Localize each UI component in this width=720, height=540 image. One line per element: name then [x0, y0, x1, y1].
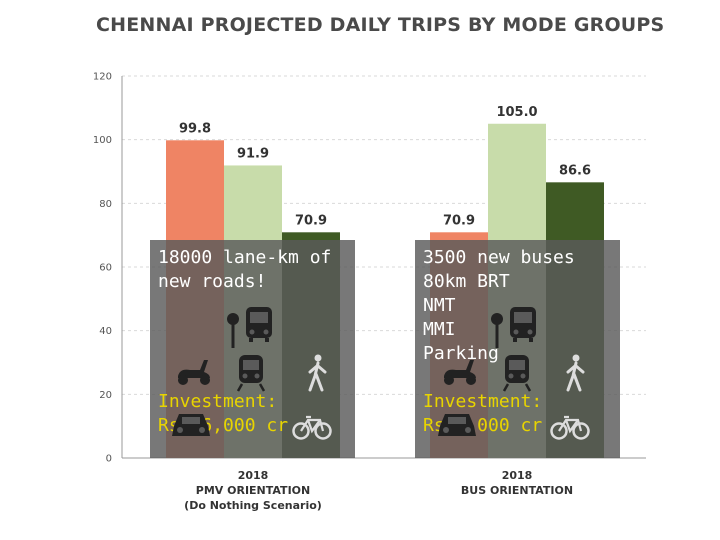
y-tick-label: 100	[93, 135, 112, 146]
data-label: 91.9	[237, 146, 269, 161]
right-annotation-line-4: MMI	[423, 319, 456, 340]
category-label: 2018	[502, 469, 533, 482]
left-annotation-box: 18000 lane-km of new roads! Investment: …	[150, 240, 355, 458]
left-annotation-line-2: new roads!	[158, 271, 267, 292]
pedestrian-icon	[566, 354, 585, 392]
car-icon	[172, 414, 210, 436]
right-investment-label: Investment:	[423, 391, 543, 412]
data-label: 70.9	[443, 213, 475, 228]
data-label: 105.0	[496, 105, 537, 120]
category-label: BUS ORIENTATION	[461, 484, 573, 497]
y-tick-label: 60	[99, 263, 112, 274]
train-icon	[502, 355, 532, 392]
right-annotation-line-1: 3500 new buses	[423, 247, 575, 268]
data-label: 99.8	[179, 121, 211, 136]
y-tick-label: 120	[93, 72, 112, 83]
data-label: 86.6	[559, 163, 591, 178]
data-label: 70.9	[295, 213, 327, 228]
bus-icon	[510, 307, 536, 342]
bicycle-icon	[550, 415, 590, 440]
pedestrian-icon	[308, 354, 327, 392]
bicycle-icon	[292, 415, 332, 440]
bus-icon	[246, 307, 272, 342]
category-label: 2018	[238, 469, 269, 482]
bus-stop-icon	[227, 313, 239, 348]
y-tick-label: 80	[99, 199, 112, 210]
chart-title: CHENNAI PROJECTED DAILY TRIPS BY MODE GR…	[96, 14, 665, 36]
car-icon	[438, 414, 476, 436]
category-label: (Do Nothing Scenario)	[184, 499, 322, 512]
right-annotation-line-3: NMT	[423, 295, 456, 316]
bus-stop-icon	[491, 313, 503, 348]
scooter-icon	[444, 360, 476, 385]
category-label: PMV ORIENTATION	[196, 484, 310, 497]
scooter-icon	[178, 360, 210, 385]
right-annotation-line-5: Parking	[423, 343, 499, 364]
y-tick-label: 20	[99, 390, 112, 401]
y-tick-label: 0	[106, 454, 112, 465]
left-annotation-line-1: 18000 lane-km of	[158, 247, 332, 268]
y-tick-label: 40	[99, 326, 112, 337]
left-investment-label: Investment:	[158, 391, 278, 412]
train-icon	[236, 355, 266, 392]
right-annotation-line-2: 80km BRT	[423, 271, 510, 292]
